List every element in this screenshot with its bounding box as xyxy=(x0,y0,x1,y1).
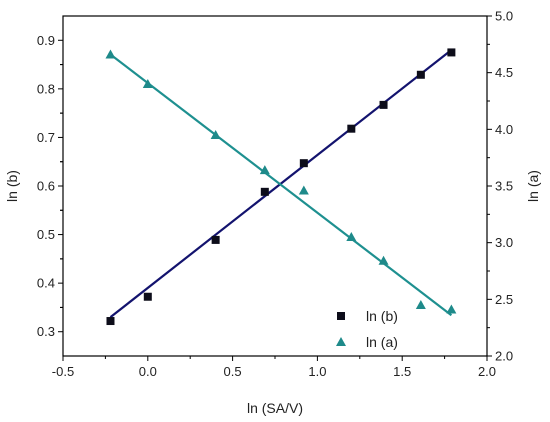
data-point-ln-a xyxy=(378,255,389,265)
x-axis-title: ln (SA/V) xyxy=(247,400,303,416)
right-y-tick-label: 3.5 xyxy=(495,179,513,194)
x-axis-ticks: -0.5 0.0 0.5 1.0 1.5 2.0 xyxy=(52,356,496,379)
x-tick-label: 1.0 xyxy=(308,364,326,379)
right-y-tick-label: 2.0 xyxy=(495,349,513,364)
x-tick-label: 2.0 xyxy=(478,364,496,379)
legend-marker-ln-a xyxy=(336,337,346,346)
legend: ln (b) ln (a) xyxy=(336,308,398,350)
right-y-axis-title: ln (a) xyxy=(525,170,541,202)
legend-label-ln-b: ln (b) xyxy=(366,308,398,324)
left-y-tick-label: 0.3 xyxy=(37,324,55,339)
data-point-ln-b xyxy=(379,100,388,109)
data-point-ln-a xyxy=(298,185,309,195)
left-y-tick-label: 0.6 xyxy=(37,179,55,194)
left-y-tick-label: 0.9 xyxy=(37,33,55,48)
x-tick-label: 1.5 xyxy=(393,364,411,379)
left-y-tick-label: 0.5 xyxy=(37,227,55,242)
data-point-ln-b xyxy=(447,48,456,57)
left-y-axis-ticks: 0.3 0.4 0.5 0.6 0.7 0.8 0.9 xyxy=(37,33,63,339)
data-points xyxy=(105,48,457,326)
left-y-axis-title: ln (b) xyxy=(4,170,20,202)
fit-lines xyxy=(109,49,453,319)
legend-label-ln-a: ln (a) xyxy=(366,334,398,350)
x-tick-label: 0.0 xyxy=(139,364,157,379)
data-point-ln-a xyxy=(346,232,357,241)
right-y-tick-label: 2.5 xyxy=(495,292,513,307)
legend-marker-ln-b xyxy=(337,312,345,320)
fit-line-ln-a xyxy=(109,53,453,317)
x-tick-label: -0.5 xyxy=(52,364,74,379)
data-point-ln-a xyxy=(210,130,221,139)
data-point-ln-a xyxy=(259,165,270,175)
left-y-tick-label: 0.8 xyxy=(37,81,55,96)
right-y-tick-label: 5.0 xyxy=(495,9,513,24)
right-y-tick-label: 3.0 xyxy=(495,235,513,250)
data-point-ln-b xyxy=(347,124,356,133)
right-y-axis-ticks: 2.0 2.5 3.0 3.5 4.0 4.5 5.0 xyxy=(487,9,513,364)
x-tick-label: 0.5 xyxy=(224,364,242,379)
data-point-ln-b xyxy=(416,70,425,79)
right-y-tick-label: 4.5 xyxy=(495,65,513,80)
left-y-tick-label: 0.4 xyxy=(37,276,55,291)
data-point-ln-b xyxy=(299,159,308,168)
data-point-ln-a xyxy=(142,79,153,88)
data-point-ln-a xyxy=(415,300,426,309)
right-y-tick-label: 4.0 xyxy=(495,122,513,137)
data-point-ln-b xyxy=(260,187,269,196)
data-point-ln-b xyxy=(106,317,115,326)
left-y-tick-label: 0.7 xyxy=(37,130,55,145)
data-point-ln-a xyxy=(446,304,457,314)
data-point-ln-a xyxy=(105,49,116,59)
data-point-ln-b xyxy=(143,292,152,301)
data-point-ln-b xyxy=(211,235,220,244)
